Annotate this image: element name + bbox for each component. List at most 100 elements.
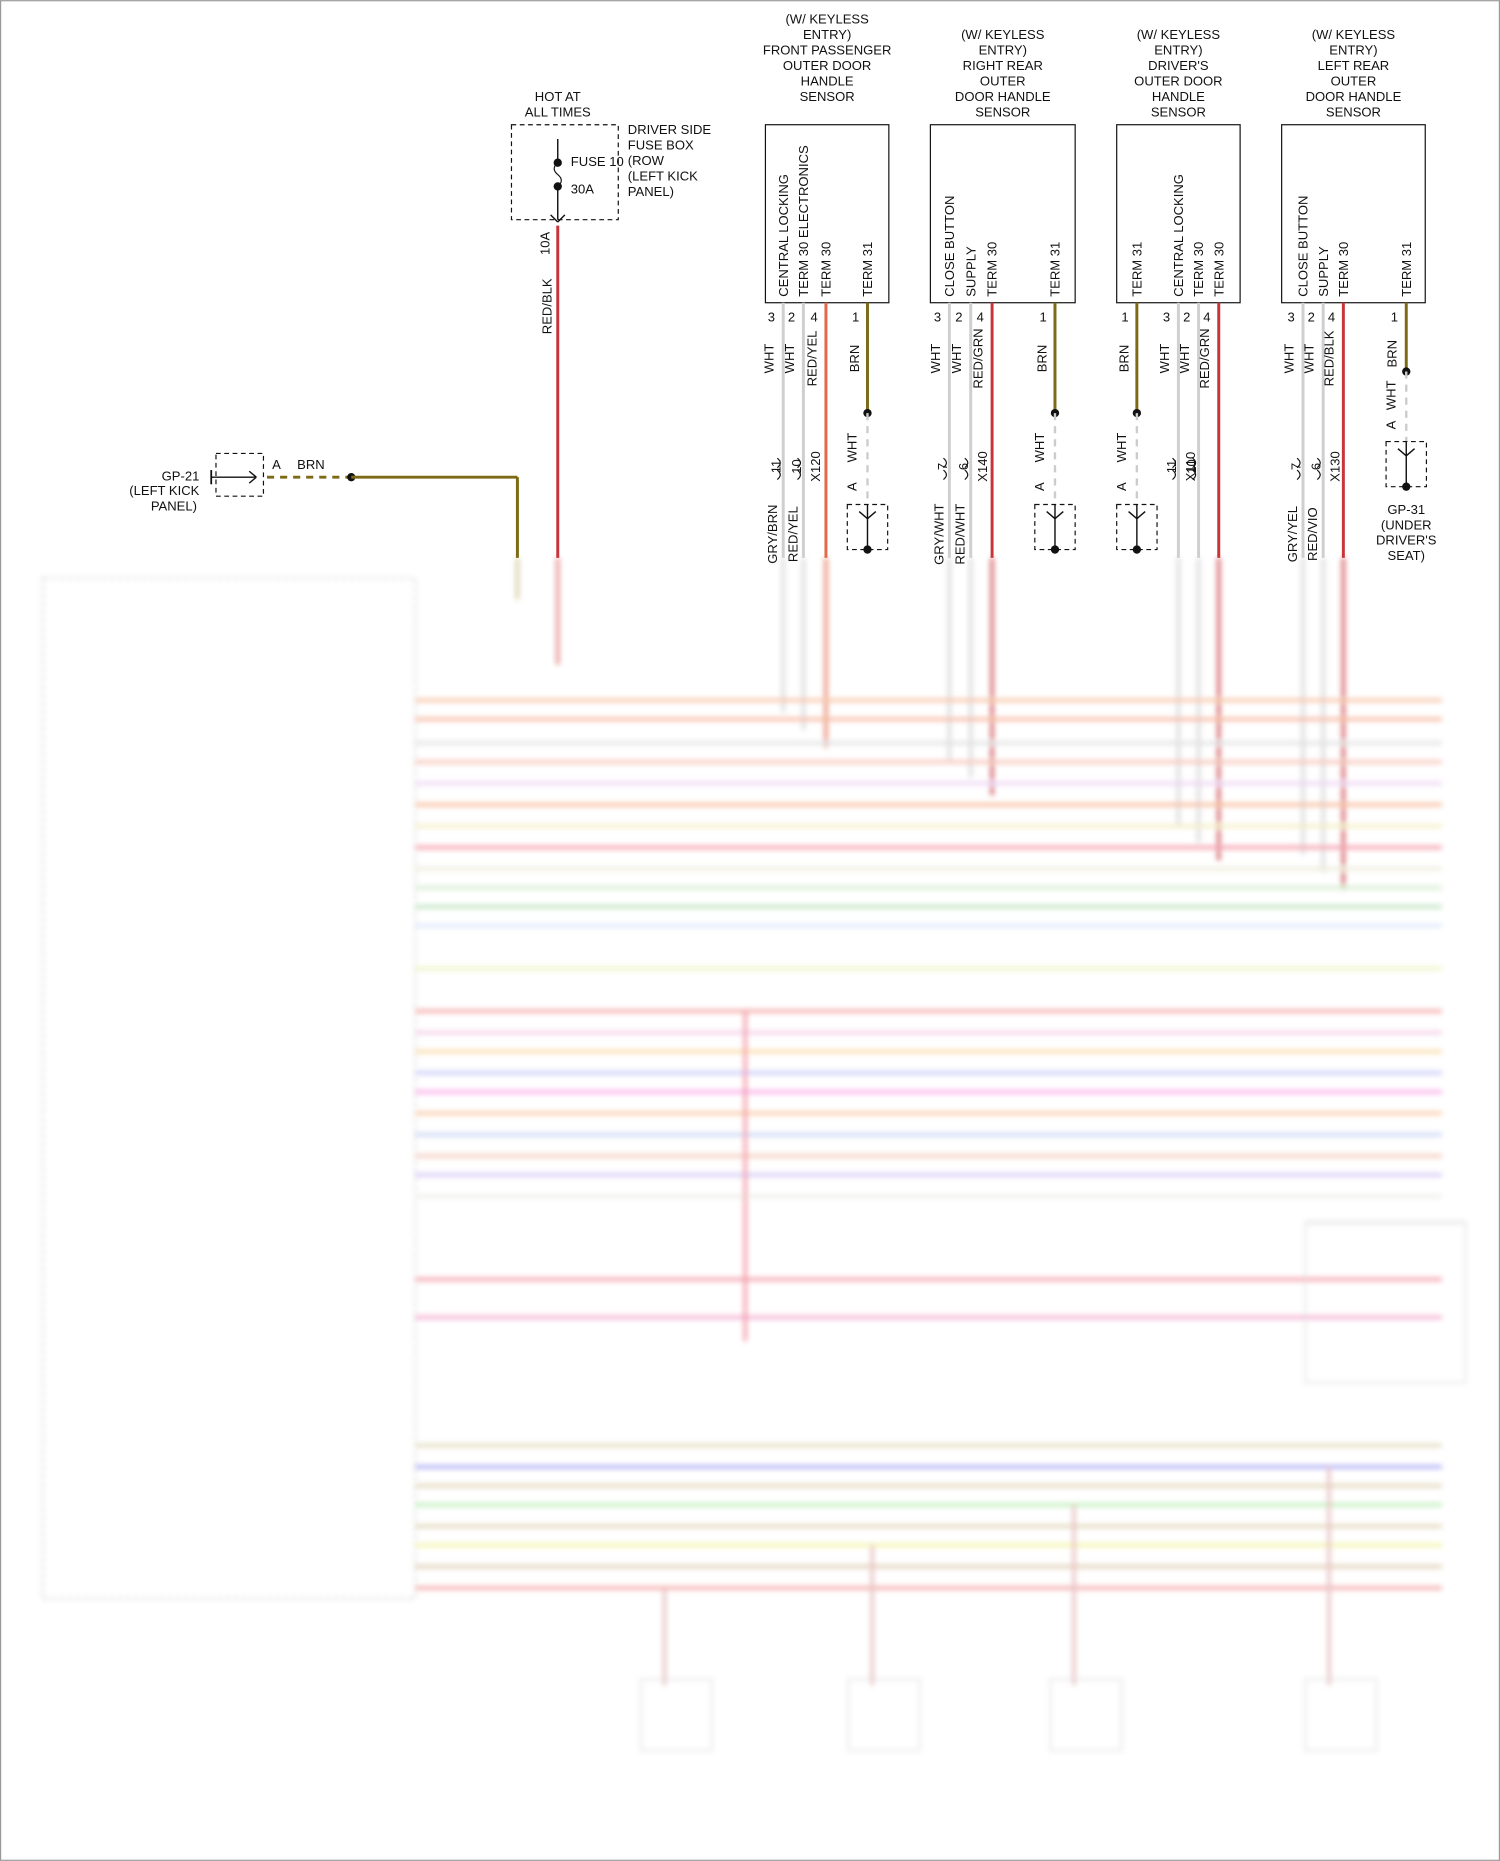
label: BRN [1116, 345, 1131, 373]
connector [776, 457, 781, 481]
label: WHT [1114, 433, 1129, 463]
label: SEAT) [1388, 548, 1425, 563]
label: TERM 30 ELECTRONICS [796, 145, 811, 297]
label: SUPPLY [1316, 246, 1331, 297]
label: 1 [852, 310, 859, 325]
wire [858, 511, 868, 520]
label: 6 [1309, 463, 1324, 470]
label: RED/BLK [540, 278, 555, 334]
label: 7 [1289, 463, 1304, 470]
connector [1172, 457, 1177, 481]
label: 2 [955, 310, 962, 325]
label: RED/YEL [804, 331, 819, 387]
label: X120 [808, 451, 823, 481]
label: A [845, 482, 860, 491]
label: OUTER [1331, 73, 1377, 88]
label: DRIVER'S [1148, 58, 1209, 73]
label: ENTRY) [1154, 43, 1202, 58]
wire [248, 476, 257, 484]
label: WHT [1177, 344, 1192, 374]
label: TERM 31 [1399, 242, 1414, 297]
label: 2 [1308, 310, 1315, 325]
label: HOT AT [535, 89, 581, 104]
fuse-box [510, 124, 619, 221]
wire [1128, 511, 1138, 520]
label: TERM 30 [985, 242, 1000, 297]
connector [1192, 457, 1197, 481]
label: HANDLE [1152, 89, 1205, 104]
label: DOOR HANDLE [1306, 89, 1402, 104]
antenna-box [1049, 1678, 1123, 1752]
label: 30A [571, 181, 595, 196]
label: 1 [1039, 310, 1046, 325]
connector [1316, 457, 1321, 481]
component-box [929, 124, 1076, 304]
label: FUSE 10 [571, 154, 624, 169]
label: 7 [935, 463, 950, 470]
label: SENSOR [1151, 104, 1206, 119]
label: GP-31 [1387, 502, 1425, 517]
label: 10A [537, 231, 552, 255]
label: PANEL) [628, 184, 674, 199]
label: A [1032, 482, 1047, 491]
label: RIGHT REAR [963, 58, 1043, 73]
label: WHT [949, 344, 964, 374]
label: WHT [1032, 433, 1047, 463]
label: 1 [1391, 310, 1398, 325]
label: HANDLE [801, 73, 854, 88]
label: 3 [1288, 310, 1295, 325]
label: 10 [1184, 459, 1199, 474]
label: SENSOR [800, 89, 855, 104]
label: WHT [782, 344, 797, 374]
label: TERM 30 [1336, 242, 1351, 297]
label: (W/ KEYLESS [785, 12, 869, 27]
label: WHT [762, 344, 777, 374]
label: TERM 30 [1211, 242, 1226, 297]
label: GP-21 [162, 469, 200, 484]
splice [1050, 545, 1060, 554]
label: X140 [975, 451, 990, 481]
wire [248, 470, 257, 478]
label: LEFT REAR [1318, 58, 1390, 73]
connector [943, 457, 947, 481]
splice [1402, 482, 1411, 491]
label: GRY/YEL [1285, 506, 1300, 562]
label: ENTRY) [979, 43, 1027, 58]
splice [1132, 545, 1142, 554]
antenna-box [847, 1678, 921, 1752]
label: OUTER [980, 73, 1026, 88]
label: CENTRAL LOCKING [1171, 174, 1186, 297]
label: BRN [297, 457, 325, 472]
label: (LEFT KICK [628, 168, 698, 183]
wire [867, 511, 877, 520]
label: TERM 30 [819, 242, 834, 297]
label: 4 [977, 310, 984, 325]
label: WHT [1281, 344, 1296, 374]
label: ENTRY) [1329, 43, 1377, 58]
label: ENTRY) [803, 27, 851, 42]
label: WHT [928, 344, 943, 374]
label: OUTER DOOR [1134, 73, 1222, 88]
label: FRONT PASSENGER [763, 43, 892, 58]
label: TERM 30 [1191, 242, 1206, 297]
label: 10 [789, 459, 804, 474]
wire [1405, 448, 1416, 457]
label: BRN [847, 345, 862, 373]
connector [964, 457, 969, 481]
label: PANEL) [151, 498, 197, 513]
label: 1 [1121, 310, 1128, 325]
label: A [1383, 420, 1398, 429]
component-box [1281, 124, 1426, 304]
wire [1136, 511, 1146, 520]
label: (UNDER [1381, 517, 1432, 532]
label: RED/BLK [1322, 330, 1337, 386]
label: CLOSE BUTTON [942, 196, 957, 297]
label: RED/GRN [1197, 328, 1212, 388]
label: DRIVER'S [1376, 533, 1437, 548]
label: RED/VIO [1305, 507, 1320, 561]
label: (W/ KEYLESS [1312, 27, 1396, 42]
antenna-box [640, 1678, 713, 1752]
label: 11 [769, 460, 784, 474]
label: SENSOR [1326, 104, 1381, 119]
label: DRIVER SIDE [628, 122, 712, 137]
